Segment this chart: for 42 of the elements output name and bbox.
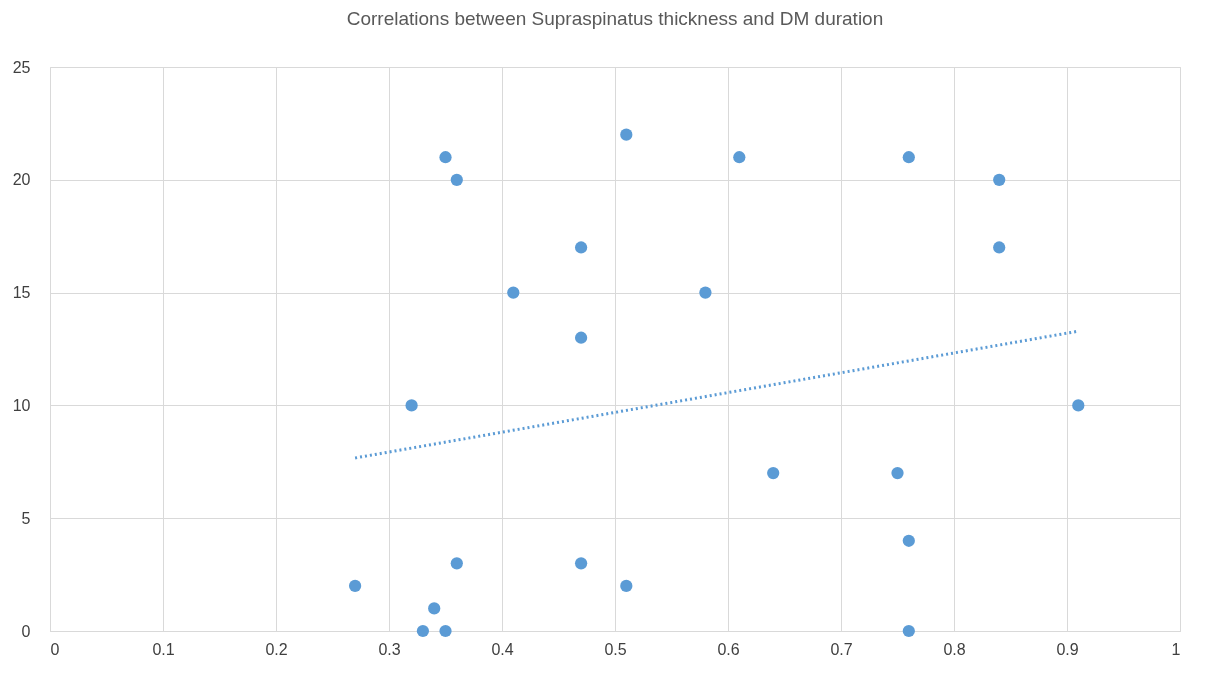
point bbox=[507, 286, 520, 299]
point bbox=[405, 399, 418, 412]
point bbox=[902, 151, 915, 164]
x-tick-label: 0.7 bbox=[830, 640, 853, 658]
point bbox=[574, 331, 588, 344]
point bbox=[1072, 399, 1085, 412]
x-tick-label: 0.6 bbox=[717, 640, 740, 658]
point bbox=[416, 624, 430, 638]
x-tick-label: 0.3 bbox=[378, 640, 401, 658]
point bbox=[902, 534, 915, 547]
point bbox=[574, 241, 588, 254]
x-tick-label: 0.5 bbox=[604, 640, 627, 658]
point bbox=[620, 579, 633, 592]
point bbox=[902, 624, 915, 638]
y-tick-label: 10 bbox=[12, 396, 31, 414]
x-tick-label: 0.2 bbox=[265, 640, 288, 658]
y-tick-label: 15 bbox=[12, 284, 31, 302]
x-tick-label: 0 bbox=[50, 640, 60, 658]
x-tick-label: 0.1 bbox=[152, 640, 175, 658]
point bbox=[733, 151, 746, 164]
y-tick-label: 5 bbox=[21, 509, 31, 527]
point bbox=[699, 286, 712, 299]
x-tick-label: 0.9 bbox=[1056, 640, 1079, 658]
x-tick-label: 1 bbox=[1171, 640, 1181, 658]
point bbox=[428, 602, 441, 615]
x-tick-label: 0.8 bbox=[943, 640, 966, 658]
y-tick-label: 20 bbox=[12, 171, 31, 189]
point bbox=[574, 557, 588, 570]
point bbox=[439, 151, 452, 164]
point bbox=[993, 173, 1006, 186]
point bbox=[439, 624, 452, 638]
point bbox=[348, 579, 362, 592]
x-tick-label: 0.4 bbox=[491, 640, 514, 658]
chart-title: Correlations between Supraspinatus thickness and DM duration bbox=[346, 8, 884, 29]
point bbox=[993, 241, 1006, 254]
point bbox=[450, 173, 463, 186]
y-tick-label: 25 bbox=[12, 58, 31, 76]
point bbox=[450, 557, 463, 570]
point bbox=[620, 128, 633, 141]
y-tick-label: 0 bbox=[21, 622, 31, 640]
point bbox=[891, 466, 904, 480]
point bbox=[767, 466, 780, 480]
